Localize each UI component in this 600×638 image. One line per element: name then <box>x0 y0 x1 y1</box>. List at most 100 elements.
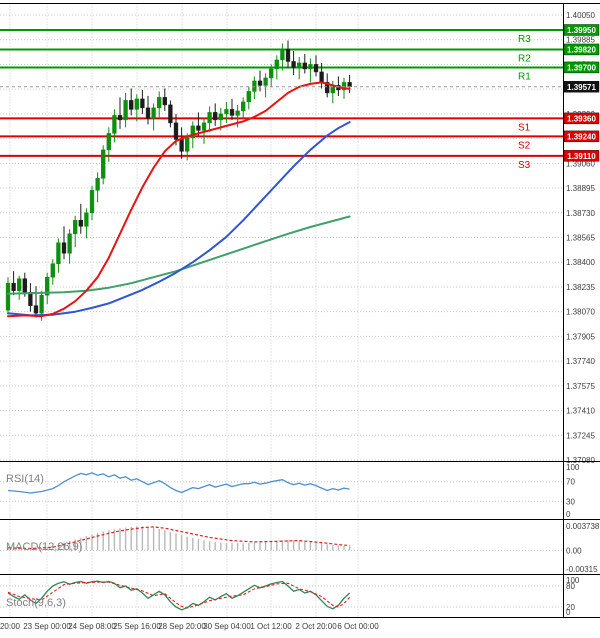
stoch-scale-label: 20 <box>566 603 575 612</box>
level-name-label: R2 <box>518 53 531 64</box>
price-axis-label: 1.37740 <box>566 357 595 366</box>
time-axis-label: 25 Sep 16:00 <box>113 622 161 631</box>
stoch-signal-line <box>7 581 351 609</box>
time-axis-label: 30 Sep 04:00 <box>203 622 251 631</box>
stoch-main-line <box>7 580 351 611</box>
current-price-badge-text: 1.39571 <box>567 83 596 92</box>
rsi-scale-label: 0 <box>566 510 571 519</box>
price-axis-label: 1.38565 <box>566 234 595 243</box>
candle <box>61 242 67 254</box>
candle <box>168 104 173 124</box>
candle <box>190 125 195 139</box>
candle <box>134 98 139 110</box>
candle <box>112 115 117 134</box>
candle <box>95 178 100 191</box>
candle <box>257 80 263 86</box>
level-name-label: S1 <box>518 122 531 133</box>
candle <box>185 137 190 152</box>
price-axis-label: 1.38400 <box>566 258 595 267</box>
level-price-badge-text: 1.39820 <box>567 45 596 54</box>
price-axis-label: 1.39060 <box>566 159 595 168</box>
macd-scale-label: 0.00 <box>566 546 582 555</box>
candle <box>5 282 11 311</box>
price-axis-label: 1.39885 <box>566 36 595 45</box>
level-price-badge-text: 1.39950 <box>567 26 596 35</box>
candle <box>45 276 50 296</box>
candle <box>101 149 106 179</box>
level-name-label: R1 <box>518 71 531 82</box>
stoch-scale-label: 100 <box>566 576 580 585</box>
candle <box>50 263 55 278</box>
candle <box>129 100 134 110</box>
candle <box>33 305 39 314</box>
candle <box>280 49 285 61</box>
time-axis-label: 2 Oct 20:00 <box>295 622 337 631</box>
time-axis-label: 28 Sep 20:00 <box>158 622 206 631</box>
price-axis-label: 1.37905 <box>566 332 595 341</box>
time-axis-label: 24 Sep 08:00 <box>68 622 116 631</box>
candle <box>89 190 95 214</box>
candle <box>39 294 44 314</box>
candle <box>252 80 257 92</box>
price-axis-label: 1.37410 <box>566 407 595 416</box>
candle <box>291 61 296 68</box>
candle <box>117 115 123 121</box>
level-price-badge-text: 1.39700 <box>567 63 596 72</box>
candle <box>325 82 330 94</box>
candle <box>229 109 235 116</box>
candle <box>297 62 302 68</box>
price-axis-label: 1.37245 <box>566 431 595 440</box>
candle <box>213 112 218 121</box>
candle <box>285 49 291 62</box>
candle <box>313 64 319 73</box>
time-axis-label: 1 Oct 12:00 <box>250 622 292 631</box>
candle <box>67 233 72 254</box>
candle <box>157 97 162 109</box>
slow-ma-line <box>7 215 351 295</box>
rsi-scale-label: 30 <box>566 497 575 506</box>
candle <box>224 109 229 115</box>
time-axis-label: 6 Oct 00:00 <box>337 622 379 631</box>
level-price-badge-text: 1.39360 <box>567 114 596 123</box>
candle <box>308 64 313 70</box>
price-axis-label: 1.38730 <box>566 209 595 218</box>
rsi-line <box>7 472 350 494</box>
candle <box>84 212 89 227</box>
candle <box>162 97 167 106</box>
candle <box>17 278 22 291</box>
candle <box>218 113 223 121</box>
price-axis-label: 1.38070 <box>566 308 595 317</box>
candle <box>145 107 151 119</box>
level-price-badge-text: 1.39240 <box>567 132 596 141</box>
candle <box>274 59 279 70</box>
candle <box>151 107 156 119</box>
time-axis-label: 23 Sep 00:00 <box>23 622 71 631</box>
price-axis-label: 1.38895 <box>566 184 595 193</box>
candle <box>140 98 145 109</box>
price-axis-label: 1.38235 <box>566 283 595 292</box>
macd-signal-line <box>7 526 350 550</box>
fast-ma-line <box>7 81 351 318</box>
price-axis-label: 1.37575 <box>566 382 595 391</box>
price-axis-label: 1.40050 <box>566 11 595 20</box>
level-name-label: R3 <box>518 34 531 45</box>
candle <box>22 278 27 293</box>
macd-scale-label: -0.00315 <box>566 565 598 574</box>
candle <box>78 220 83 227</box>
stoch-scale-label: 80 <box>566 582 575 591</box>
mid-ma-line <box>7 121 351 317</box>
candle <box>56 242 61 264</box>
candle <box>28 291 33 306</box>
level-name-label: S3 <box>518 160 531 171</box>
rsi-scale-label: 100 <box>566 463 580 472</box>
candle <box>11 282 16 291</box>
candle <box>246 91 251 103</box>
candle <box>73 220 78 235</box>
candle <box>106 133 111 151</box>
candle <box>302 62 307 70</box>
rsi-scale-label: 70 <box>566 478 575 487</box>
macd-scale-label: 0.003738 <box>566 522 600 531</box>
candle <box>196 125 201 131</box>
